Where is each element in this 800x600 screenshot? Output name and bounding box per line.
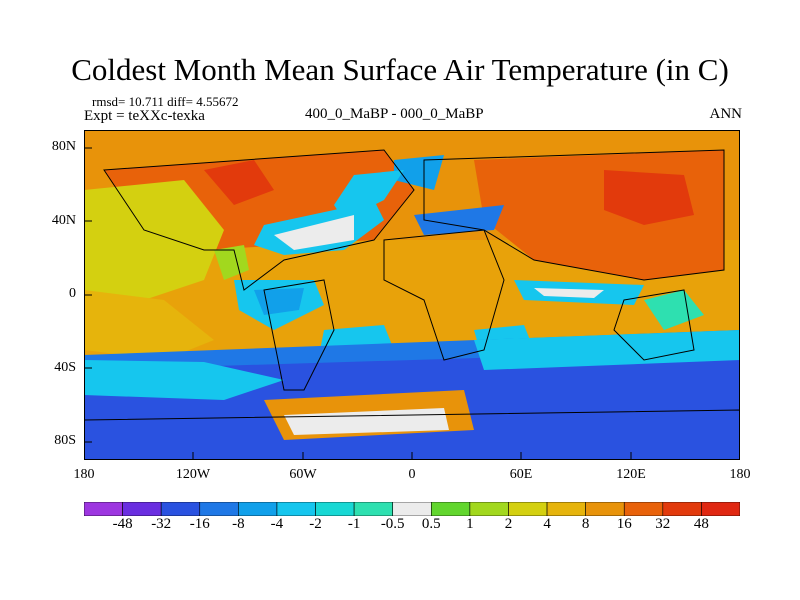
indian-ocean-white bbox=[534, 288, 604, 298]
colorbar-label: 4 bbox=[543, 516, 551, 532]
colorbar-label: 2 bbox=[504, 516, 513, 532]
colorbar-label: -1 bbox=[347, 516, 361, 532]
colorbar-label: 32 bbox=[655, 516, 671, 532]
colorbar-label: -2 bbox=[309, 516, 322, 532]
colorbar-box bbox=[353, 502, 394, 516]
colorbar-box bbox=[508, 502, 548, 516]
colorbar-box bbox=[238, 502, 278, 516]
map-title: Coldest Month Mean Surface Air Temperatu… bbox=[71, 52, 729, 87]
colorbar-box bbox=[469, 502, 509, 516]
colorbar-box bbox=[122, 502, 162, 516]
ylabel-80n: 80N bbox=[51, 139, 76, 154]
colorbar-label: -4 bbox=[270, 516, 284, 532]
colorbar-label: -16 bbox=[189, 516, 210, 532]
green-patch-1 bbox=[214, 245, 249, 280]
temperature-map bbox=[84, 130, 740, 460]
colorbar-label: 1 bbox=[466, 516, 474, 532]
colorbar-box bbox=[546, 502, 586, 516]
colorbar-box bbox=[585, 502, 625, 516]
north-america-outline bbox=[103, 149, 415, 291]
africa-outline bbox=[383, 229, 505, 361]
arctic-cold-3 bbox=[414, 205, 504, 235]
season-label: ANN bbox=[709, 106, 743, 122]
xlabel-60e: 60E bbox=[509, 467, 533, 482]
colorbar-box bbox=[160, 502, 201, 516]
pacific-yellow bbox=[84, 180, 224, 300]
xlabel-120w: 120W bbox=[175, 467, 211, 482]
antarctica-outline bbox=[84, 409, 740, 460]
colorbar-label: 48 bbox=[693, 516, 709, 532]
north-atlantic-white bbox=[274, 215, 354, 250]
colorbar-box bbox=[662, 502, 702, 516]
colorbar bbox=[84, 502, 740, 516]
north-america-hottest bbox=[204, 160, 274, 205]
difference-label: 400_0_MaBP - 000_0_MaBP bbox=[305, 106, 484, 122]
colorbar-box bbox=[623, 502, 664, 516]
experiment-label: Expt = teXXc-texka bbox=[84, 108, 205, 124]
stats-label: rmsd= 10.711 diff= 4.55672 bbox=[92, 94, 239, 109]
south-pacific-band bbox=[84, 290, 214, 360]
eurasia-hottest bbox=[604, 170, 694, 225]
eurasia-outline bbox=[423, 149, 725, 281]
xlabel-0: 0 bbox=[408, 467, 416, 482]
ylabel-80s: 80S bbox=[54, 433, 76, 448]
ylabel-40n: 40N bbox=[51, 213, 76, 228]
xlabel-180w: 180 bbox=[73, 467, 95, 482]
colorbar-label: -32 bbox=[151, 516, 172, 532]
colorbar-label: -48 bbox=[112, 516, 133, 532]
colorbar-box bbox=[315, 502, 355, 516]
colorbar-box bbox=[701, 502, 740, 516]
arctic-cold-1 bbox=[394, 155, 444, 190]
colorbar-label: -0.5 bbox=[380, 516, 405, 532]
colorbar-label: 16 bbox=[616, 516, 632, 532]
colorbar-label: 8 bbox=[581, 516, 590, 532]
colorbar-box bbox=[276, 502, 316, 516]
colorbar-box bbox=[199, 502, 239, 516]
south-pacific-cold bbox=[84, 360, 284, 400]
ylabel-0: 0 bbox=[69, 286, 76, 301]
colorbar-box bbox=[392, 502, 432, 516]
ylabel-40s: 40S bbox=[54, 360, 76, 375]
colorbar-box bbox=[84, 502, 123, 516]
australia-outline bbox=[613, 289, 695, 361]
colorbar-box bbox=[430, 502, 471, 516]
amazon-colder bbox=[254, 288, 304, 315]
colorbar-label: -8 bbox=[232, 516, 245, 532]
south-america-outline bbox=[263, 279, 335, 391]
southern-indian-cold bbox=[474, 330, 740, 370]
xlabel-120e: 120E bbox=[616, 467, 646, 482]
xlabel-60w: 60W bbox=[289, 467, 317, 482]
colorbar-label: 0.5 bbox=[421, 516, 441, 532]
xlabel-180e: 180 bbox=[729, 467, 751, 482]
